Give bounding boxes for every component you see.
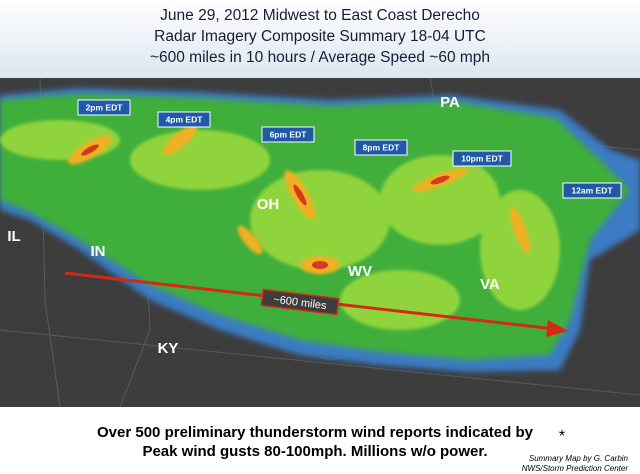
state-label: OH (257, 196, 280, 213)
arrow-label-box: ~600 miles (260, 288, 340, 316)
time-box (261, 126, 315, 143)
time-box (354, 139, 408, 156)
state-labels: PA OH IL IN WV VA KY (7, 94, 500, 357)
time-label: 8pm EDT (363, 142, 401, 152)
state-label: KY (158, 340, 179, 357)
credit-line: Summary Map by G. Carbin (529, 454, 629, 463)
header-line: June 29, 2012 Midwest to East Coast Dere… (160, 7, 480, 24)
time-label: 2pm EDT (86, 102, 124, 112)
time-box (452, 150, 512, 167)
arrow-head (546, 320, 568, 337)
arrow-label-bg (260, 288, 340, 316)
state-label: IN (91, 243, 106, 260)
time-box (157, 111, 211, 128)
state-label: PA (440, 94, 460, 111)
time-labels: 2pm EDT 4pm EDT 6pm EDT 8pm EDT 10pm EDT 12am… (77, 99, 622, 199)
header-bg (0, 0, 640, 78)
time-label: 4pm EDT (166, 114, 204, 124)
time-box (77, 99, 131, 116)
state-label: WV (348, 263, 372, 280)
header-line: ~600 miles in 10 hours / Average Speed ~… (150, 49, 490, 66)
credit-line: NWS/Storm Prediction Center (522, 464, 629, 473)
time-label: 6pm EDT (270, 129, 308, 139)
caption-line: Peak wind gusts 80-100mph. Millions w/o … (142, 443, 487, 460)
time-box (562, 182, 622, 199)
radar-red (81, 144, 450, 269)
time-label: 10pm EDT (461, 153, 503, 163)
state-label: IL (7, 228, 20, 245)
map-area: 2pm EDT 4pm EDT 6pm EDT 8pm EDT 10pm EDT 12am… (0, 78, 640, 407)
state-label: VA (480, 276, 500, 293)
time-label: 12am EDT (571, 185, 613, 195)
header-line: Radar Imagery Composite Summary 18-04 UT… (154, 28, 486, 45)
report-symbol: * (559, 428, 565, 445)
caption-line: Over 500 preliminary thunderstorm wind r… (97, 424, 534, 441)
